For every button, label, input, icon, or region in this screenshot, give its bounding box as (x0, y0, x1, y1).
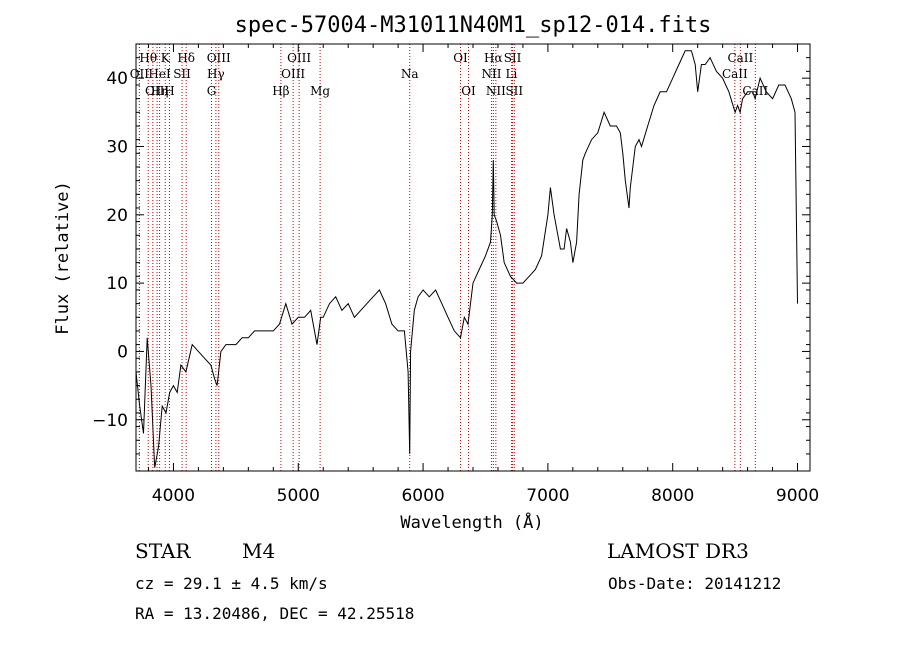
marker-label-3: Hη (151, 84, 169, 98)
x-axis-ticks: 4000 5000 6000 7000 8000 9000 (147, 44, 819, 506)
marker-label-4: K (161, 51, 171, 65)
marker-label-5: HeI (148, 67, 171, 81)
spectrum-line (135, 50, 798, 468)
marker-label-10: Hγ (207, 67, 225, 81)
survey-name: LAMOST DR3 (607, 539, 749, 563)
y-tick-label-2: 10 (106, 274, 128, 294)
marker-label-27: CaII (742, 84, 768, 98)
marker-label-15: Mg (310, 84, 330, 98)
marker-label-12: OIII (287, 51, 311, 65)
x-tick-label-5: 9000 (776, 486, 819, 506)
obs-date: Obs-Date: 20141212 (608, 574, 782, 593)
marker-label-19: Hα (484, 51, 503, 65)
object-subclass: M4 (242, 539, 276, 563)
marker-label-9: OIII (207, 51, 231, 65)
y-axis-label: Flux (relative) (53, 181, 73, 335)
y-axis-ticks: −10 0 10 20 30 40 (92, 43, 810, 455)
x-tick-label-0: 4000 (152, 486, 195, 506)
object-class: STAR (135, 539, 191, 563)
marker-label-13: OIII (281, 67, 305, 81)
marker-label-24: SII (505, 84, 523, 98)
coordinates: RA = 13.20486, DEC = 42.25518 (135, 604, 415, 623)
marker-label-21: NII (481, 67, 501, 81)
y-tick-label-3: 20 (106, 206, 128, 226)
marker-label-23: NII (486, 84, 506, 98)
marker-label-22: Li (506, 67, 518, 81)
marker-label-25: CaII (727, 51, 753, 65)
chart-title: spec-57004-M31011N40M1_sp12-014.fits (235, 13, 712, 38)
marker-label-16: Na (401, 67, 419, 81)
marker-label-14: Hβ (272, 84, 289, 98)
marker-label-17: OI (453, 51, 468, 65)
marker-label-8: Hδ (177, 51, 195, 65)
y-tick-label-5: 40 (106, 69, 128, 89)
line-markers (138, 44, 756, 471)
x-tick-label-1: 5000 (277, 486, 320, 506)
y-tick-label-4: 30 (106, 137, 128, 157)
marker-label-20: SII (504, 51, 522, 65)
y-tick-label-1: 0 (117, 342, 128, 362)
x-tick-label-4: 8000 (651, 486, 694, 506)
redshift-text: cz = 29.1 ± 4.5 km/s (135, 574, 328, 593)
x-tick-label-2: 6000 (401, 486, 444, 506)
y-tick-label-0: −10 (92, 411, 128, 431)
marker-label-2: OIII (145, 84, 169, 98)
marker-label-1: OII (130, 67, 150, 81)
marker-label-11: G (207, 84, 217, 98)
plot-frame (135, 43, 811, 472)
marker-label-18: OI (461, 84, 476, 98)
marker-label-0: Hθ (139, 51, 157, 65)
x-tick-label-3: 7000 (526, 486, 569, 506)
x-axis-label: Wavelength (Å) (400, 511, 543, 533)
marker-label-6: SII (173, 67, 191, 81)
marker-label-7: H (164, 84, 174, 98)
marker-label-26: CaII (722, 67, 748, 81)
